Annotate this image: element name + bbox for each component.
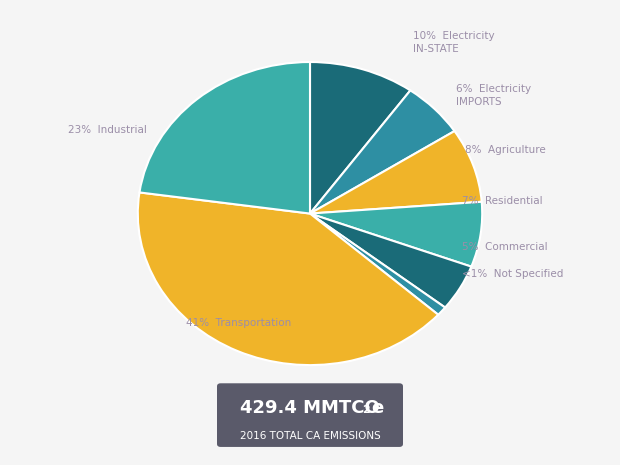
Wedge shape: [310, 62, 410, 213]
Wedge shape: [140, 62, 310, 213]
Text: 8%  Agriculture: 8% Agriculture: [465, 145, 546, 155]
Text: 6%  Electricity
IMPORTS: 6% Electricity IMPORTS: [456, 84, 531, 106]
Text: 429.4 MMTCO: 429.4 MMTCO: [240, 399, 380, 417]
Wedge shape: [138, 193, 438, 365]
Wedge shape: [310, 213, 445, 315]
FancyBboxPatch shape: [217, 383, 403, 447]
Text: 10%  Electricity
IN-STATE: 10% Electricity IN-STATE: [414, 31, 495, 53]
Text: 5%  Commercial: 5% Commercial: [461, 242, 547, 252]
Text: <1%  Not Specified: <1% Not Specified: [461, 269, 563, 279]
Wedge shape: [310, 202, 482, 266]
Text: 7%  Residential: 7% Residential: [461, 196, 542, 206]
Wedge shape: [310, 213, 471, 307]
Text: 41%  Transportation: 41% Transportation: [186, 318, 291, 328]
Wedge shape: [310, 131, 482, 213]
Wedge shape: [310, 90, 454, 213]
Text: 23%  Industrial: 23% Industrial: [68, 125, 146, 135]
Text: e: e: [371, 399, 383, 417]
Text: 2016 TOTAL CA EMISSIONS: 2016 TOTAL CA EMISSIONS: [239, 432, 381, 441]
Text: 2: 2: [363, 405, 370, 415]
